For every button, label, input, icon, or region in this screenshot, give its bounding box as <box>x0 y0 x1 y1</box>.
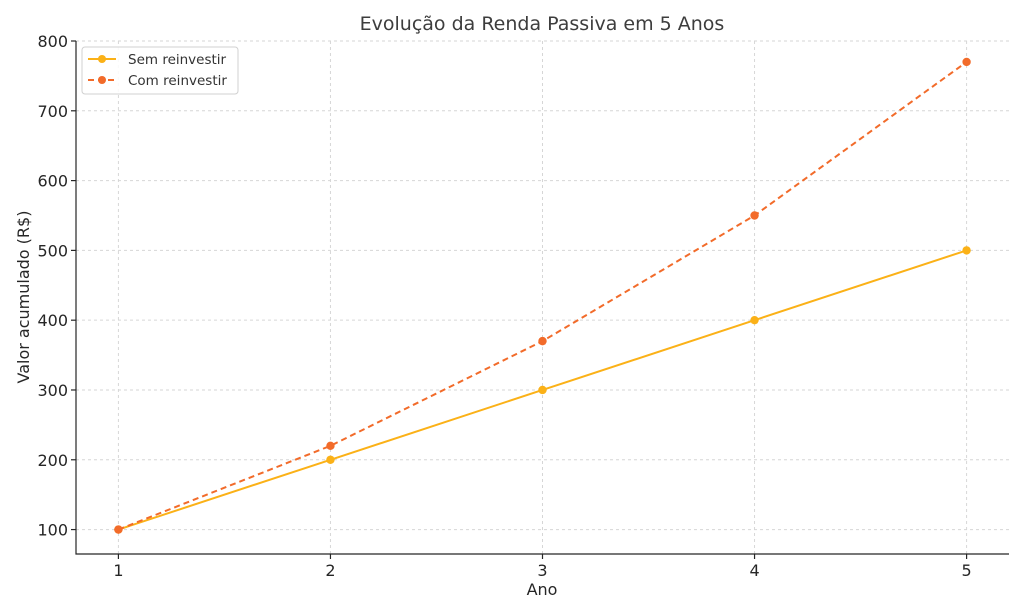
y-tick-label: 700 <box>37 102 68 121</box>
series-1-point <box>962 246 971 255</box>
y-tick-label: 600 <box>37 172 68 191</box>
legend-swatch-marker <box>98 55 106 63</box>
x-tick-label: 1 <box>113 561 123 580</box>
y-tick-label: 400 <box>37 311 68 330</box>
legend-swatch-marker <box>98 76 106 84</box>
series-1-point <box>326 455 335 464</box>
y-axis-label: Valor acumulado (R$) <box>14 211 33 384</box>
x-tick-label: 2 <box>325 561 335 580</box>
series-2-point <box>326 441 335 451</box>
y-tick-label: 200 <box>37 451 68 470</box>
series-2-point <box>538 336 547 346</box>
series-1-point <box>750 315 759 325</box>
legend-box <box>81 46 239 95</box>
y-tick-label: 800 <box>37 32 68 51</box>
y-tick-label: 300 <box>37 381 68 400</box>
legend-label: Sem reinvestir <box>128 52 227 68</box>
series-2-point <box>114 525 123 534</box>
plot-series <box>114 57 971 534</box>
axes: 1 2 3 4 5 100 200 300 400 500 600 700 800 <box>37 32 1009 580</box>
y-tick-label: 500 <box>37 241 68 260</box>
axis-spines <box>75 41 1009 555</box>
y-tick-label: 100 <box>37 521 68 540</box>
grid-lines <box>76 40 1009 554</box>
series-2-point <box>750 211 759 220</box>
x-tick-label: 4 <box>749 561 759 580</box>
chart-title: Evolução da Renda Passiva em 5 Anos <box>360 13 725 35</box>
series-2-point <box>962 57 971 67</box>
legend: Sem reinvestir Com reinvestir <box>81 46 239 95</box>
x-tick-label: 3 <box>537 561 547 580</box>
legend-label: Com reinvestir <box>128 73 227 89</box>
x-axis-label: Ano <box>527 580 558 599</box>
x-tick-label: 5 <box>961 561 971 580</box>
series-1-point <box>538 385 547 395</box>
